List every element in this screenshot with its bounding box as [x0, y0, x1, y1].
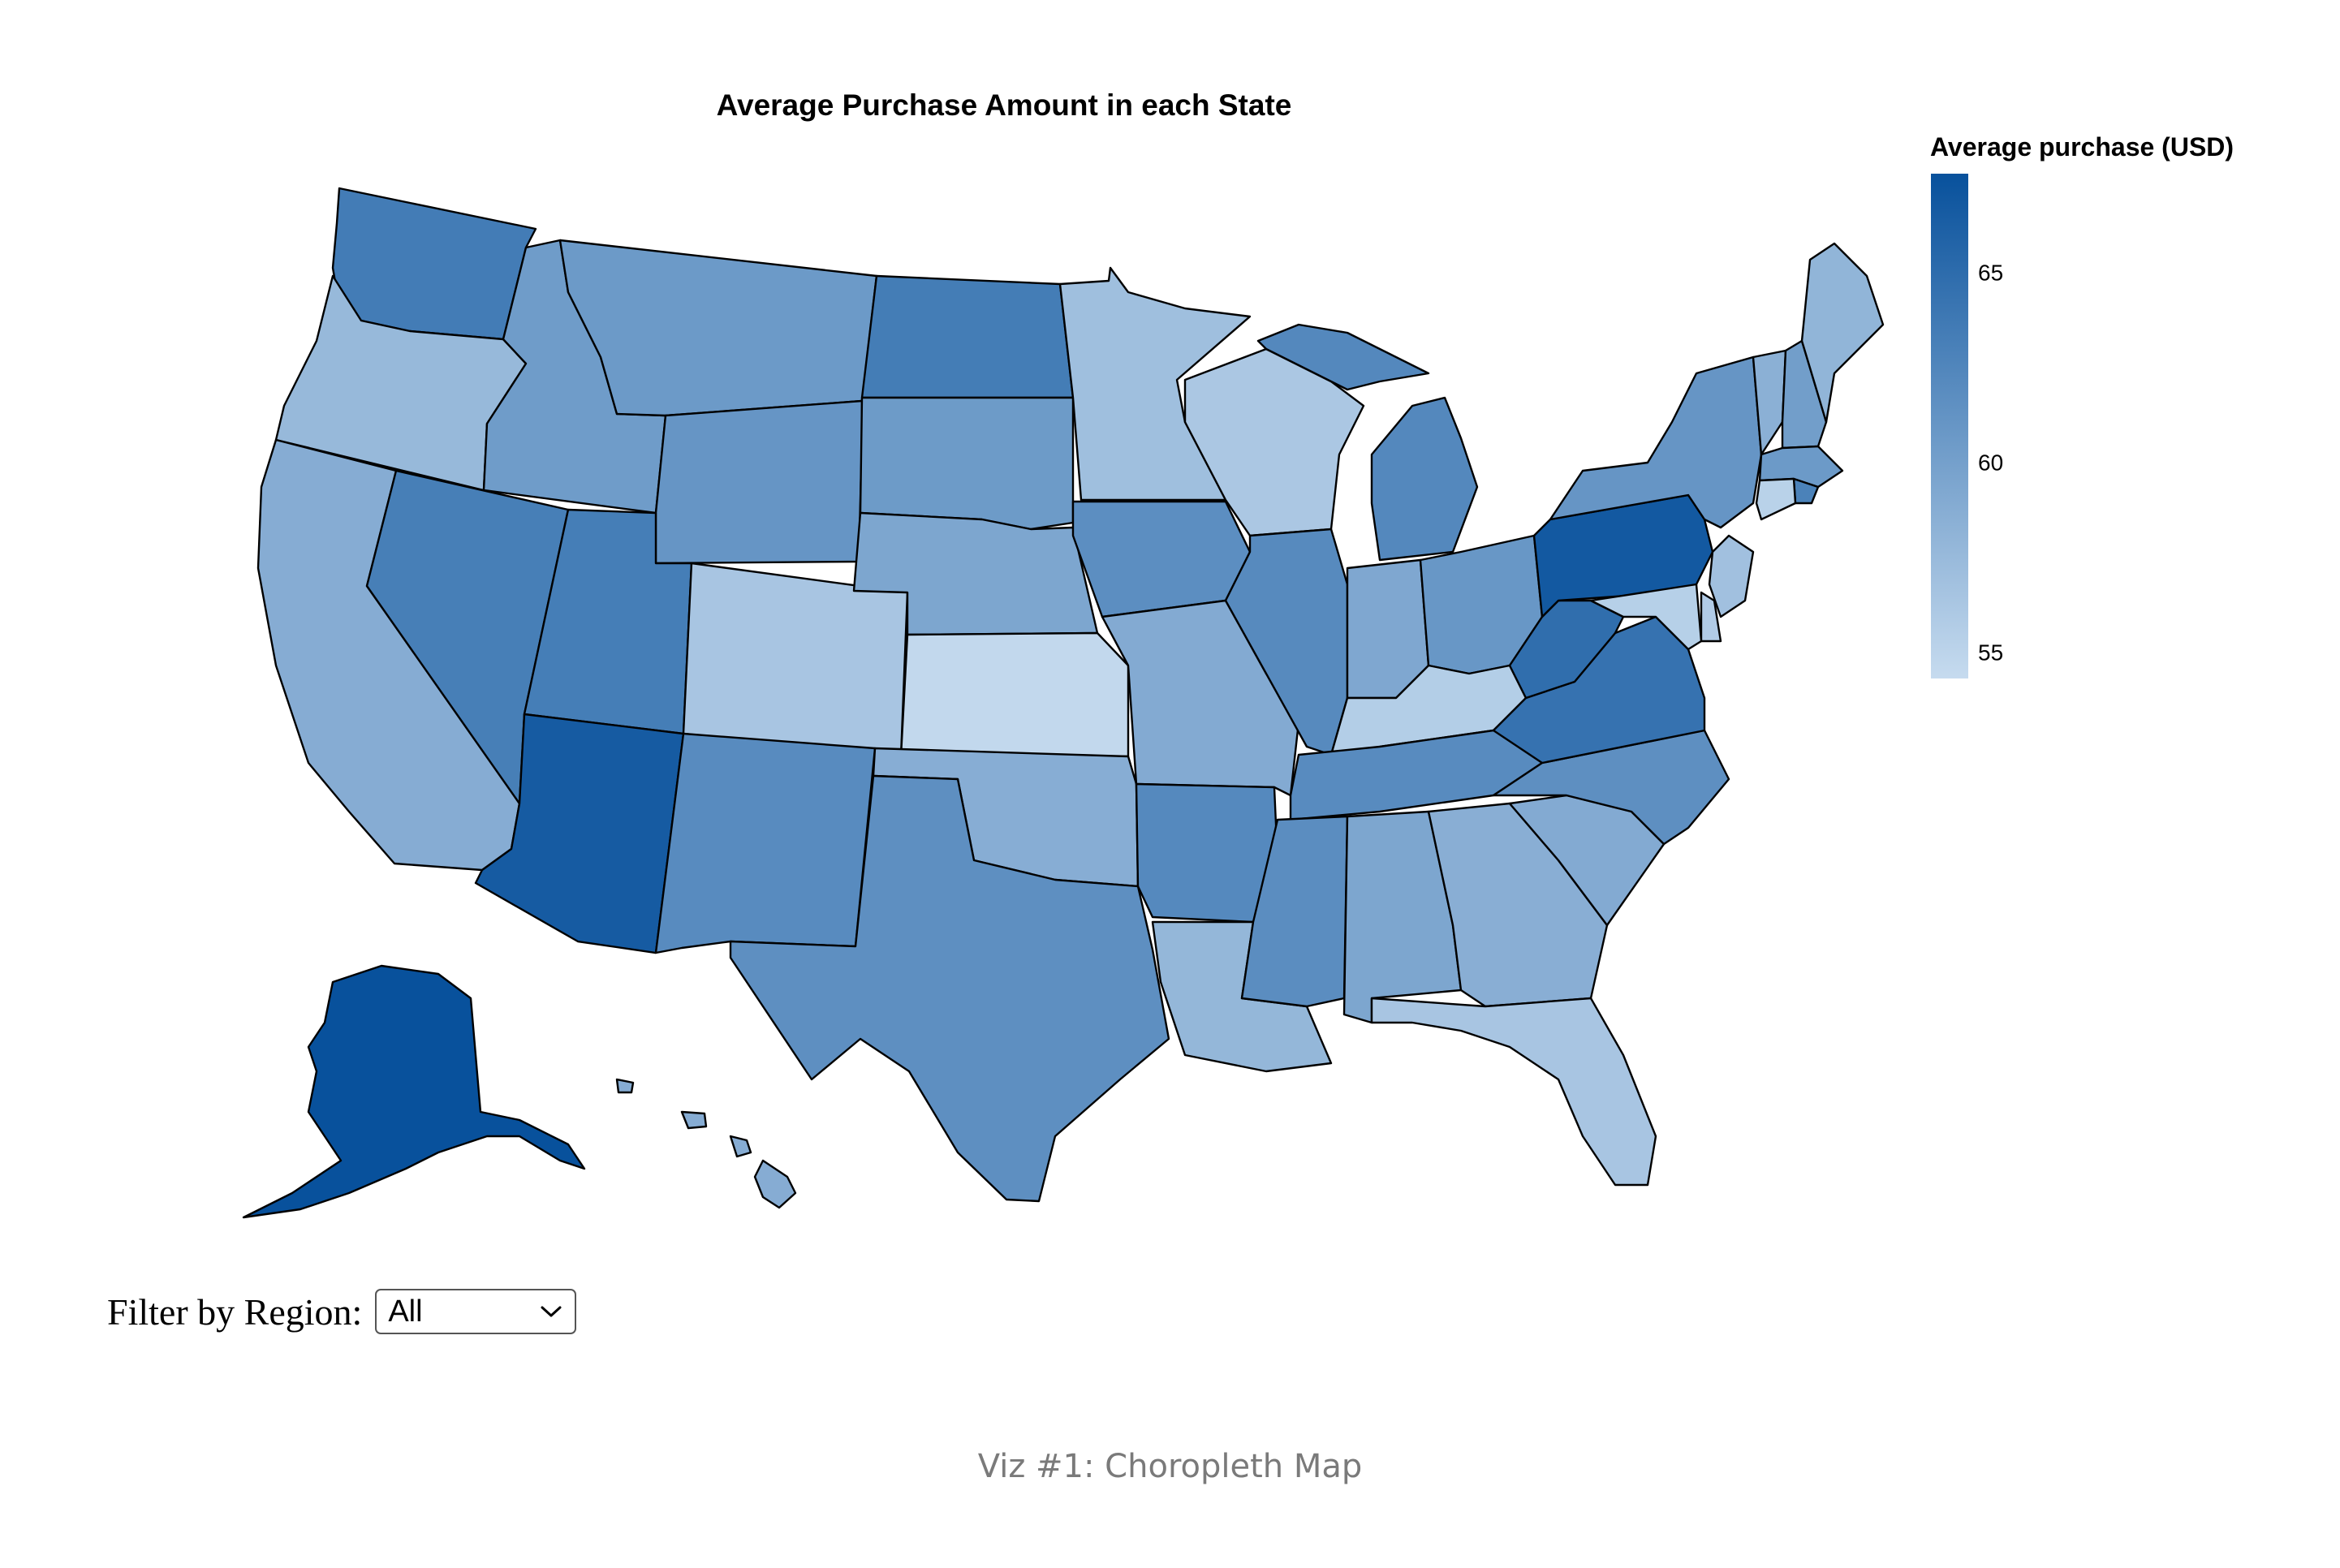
state-wyoming[interactable]	[654, 399, 864, 565]
region-select[interactable]: All	[375, 1289, 577, 1334]
state-texas[interactable]	[729, 774, 1170, 1203]
region-select-value: All	[388, 1294, 423, 1329]
chart-title: Average Purchase Amount in each State	[717, 88, 1292, 122]
state-north-dakota[interactable]	[860, 274, 1075, 399]
legend-tick-label: 65	[1978, 261, 2003, 286]
state-new-jersey[interactable]	[1708, 534, 1755, 618]
state-florida[interactable]	[1370, 997, 1657, 1187]
state-kansas[interactable]	[899, 631, 1130, 758]
state-michigan-upper[interactable]	[1256, 323, 1430, 391]
state-washington[interactable]	[331, 187, 537, 341]
state-new-mexico[interactable]	[654, 732, 877, 954]
state-hawaii-maui[interactable]	[729, 1135, 752, 1158]
legend-tick-label: 55	[1978, 640, 2003, 665]
state-maryland[interactable]	[1589, 583, 1703, 651]
legend-title: Average purchase (USD)	[1930, 132, 2234, 162]
state-connecticut[interactable]	[1755, 477, 1797, 521]
state-hawaii-kauai[interactable]	[615, 1078, 635, 1094]
state-delaware[interactable]	[1700, 591, 1722, 643]
region-filter: Filter by Region: All	[107, 1289, 577, 1334]
state-iowa[interactable]	[1071, 500, 1252, 618]
state-south-dakota[interactable]	[859, 396, 1075, 531]
legend-color-bar	[1931, 174, 1968, 678]
chevron-down-icon	[541, 1306, 562, 1317]
states-layer	[242, 187, 1885, 1219]
state-illinois[interactable]	[1224, 528, 1349, 756]
viz-caption: Viz #1: Choropleth Map	[977, 1448, 1363, 1485]
state-maine[interactable]	[1800, 242, 1885, 424]
legend-tick-label: 60	[1978, 450, 2003, 475]
state-hawaii-oahu[interactable]	[680, 1110, 708, 1130]
filter-label: Filter by Region:	[107, 1290, 363, 1333]
legend-ticks: 55 60 65	[1978, 261, 2003, 666]
state-minnesota[interactable]	[1058, 266, 1252, 502]
state-hawaii[interactable]	[753, 1159, 797, 1209]
state-alaska[interactable]	[242, 964, 586, 1219]
state-hawaii-group	[615, 1078, 797, 1209]
state-michigan[interactable]	[1370, 396, 1479, 562]
legend: Average purchase (USD) 55 60 65	[1930, 132, 2234, 678]
state-arkansas[interactable]	[1135, 782, 1279, 924]
